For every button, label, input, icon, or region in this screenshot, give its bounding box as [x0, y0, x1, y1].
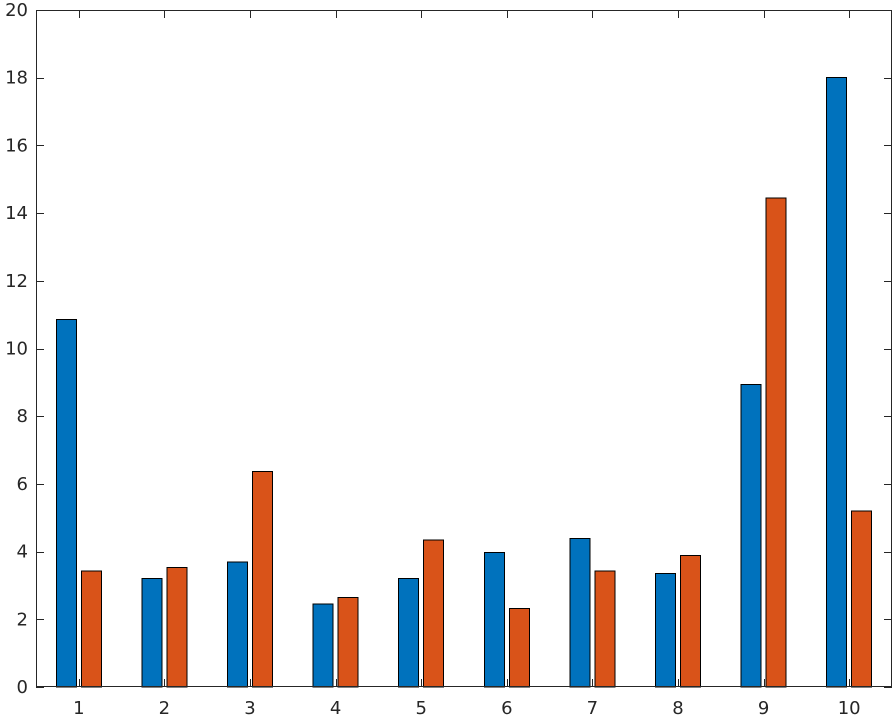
- bar-s2-4: [338, 597, 358, 687]
- y-tick-label: 16: [5, 135, 28, 156]
- y-tick-labels: 0 2 4 6 8 10 12 14 16 18 20: [5, 0, 28, 698]
- bar-s1-10: [827, 78, 847, 687]
- bar-s1-5: [399, 579, 419, 687]
- bar-s1-9: [741, 385, 761, 687]
- bar-s2-10: [852, 511, 872, 687]
- bar-s2-6: [509, 609, 529, 688]
- x-tick-label: 3: [244, 698, 255, 718]
- bar-s1-1: [56, 320, 76, 687]
- y-tick-label: 2: [17, 609, 28, 630]
- plot-background: [36, 10, 892, 687]
- y-tick-label: 4: [17, 542, 28, 563]
- bar-s2-8: [681, 556, 701, 687]
- y-tick-label: 8: [17, 406, 28, 427]
- y-tick-label: 10: [5, 339, 28, 360]
- y-tick-label: 20: [5, 0, 28, 21]
- x-tick-label: 9: [758, 698, 769, 718]
- bar-s2-5: [424, 540, 444, 687]
- x-tick-label: 2: [159, 698, 170, 718]
- x-tick-label: 5: [415, 698, 426, 718]
- bar-s2-2: [167, 568, 187, 688]
- bar-s2-1: [81, 571, 101, 687]
- bar-s1-2: [142, 579, 162, 687]
- x-tick-label: 1: [73, 698, 84, 718]
- x-tick-label: 4: [330, 698, 341, 718]
- y-tick-label: 6: [17, 474, 28, 495]
- bar-s1-6: [484, 553, 504, 687]
- y-tick-label: 14: [5, 203, 28, 224]
- bar-s1-7: [570, 539, 590, 687]
- x-tick-label: 10: [838, 698, 861, 718]
- bar-s2-7: [595, 571, 615, 687]
- x-tick-labels: 1 2 3 4 5 6 7 8 9 10: [73, 698, 861, 718]
- bar-s2-3: [253, 472, 273, 687]
- y-tick-label: 0: [17, 677, 28, 698]
- bar-s1-3: [228, 562, 248, 687]
- bar-s1-8: [656, 574, 676, 687]
- y-tick-label: 18: [5, 68, 28, 89]
- x-tick-label: 6: [501, 698, 512, 718]
- bar-s1-4: [313, 604, 333, 687]
- y-tick-label: 12: [5, 271, 28, 292]
- x-tick-label: 8: [672, 698, 683, 718]
- bar-s2-9: [766, 198, 786, 687]
- x-tick-label: 7: [587, 698, 598, 718]
